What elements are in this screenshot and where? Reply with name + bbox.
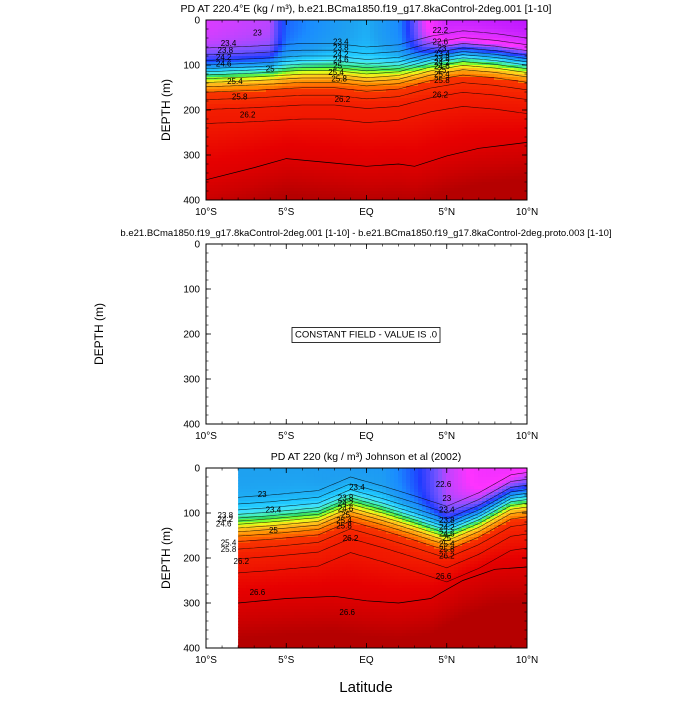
x-tick-label: 5°S xyxy=(278,207,295,218)
contour-label: 22.2 xyxy=(433,26,449,35)
contour-label: 25.8 xyxy=(331,75,347,84)
x-tick-label: 10°S xyxy=(195,207,217,218)
contour-label: 25 xyxy=(266,65,275,74)
contour-label: 25.8 xyxy=(434,76,450,85)
y-tick-label: 300 xyxy=(183,151,200,162)
x-tick-label: 10°N xyxy=(516,207,538,218)
contour-label: 26.2 xyxy=(240,111,256,120)
y-tick-label: 100 xyxy=(183,61,200,72)
y-tick-label: 0 xyxy=(194,16,200,27)
y-tick-label: 400 xyxy=(183,196,200,207)
contour-label: 26.2 xyxy=(335,95,351,104)
contour-label: 23 xyxy=(253,29,262,38)
contour-label: 26.2 xyxy=(433,90,449,99)
x-tick-label: 5°N xyxy=(438,207,455,218)
density-field: 2323.423.824.224.62525.425.826.223.423.8… xyxy=(206,20,531,201)
chart-panel-1: PD AT 220.4°E (kg / m³), b.e21.BCma1850.… xyxy=(159,3,552,218)
contour-label: 25.8 xyxy=(232,93,248,102)
x-tick-label: EQ xyxy=(359,207,374,218)
panels-layer: PD AT 220.4°E (kg / m³), b.e21.BCma1850.… xyxy=(92,3,612,666)
y-tick-label: 200 xyxy=(183,106,200,117)
contour-label: 24.6 xyxy=(216,60,232,69)
panel-title: PD AT 220.4°E (kg / m³), b.e21.BCma1850.… xyxy=(181,3,552,15)
contour-label: 25.4 xyxy=(227,77,243,86)
